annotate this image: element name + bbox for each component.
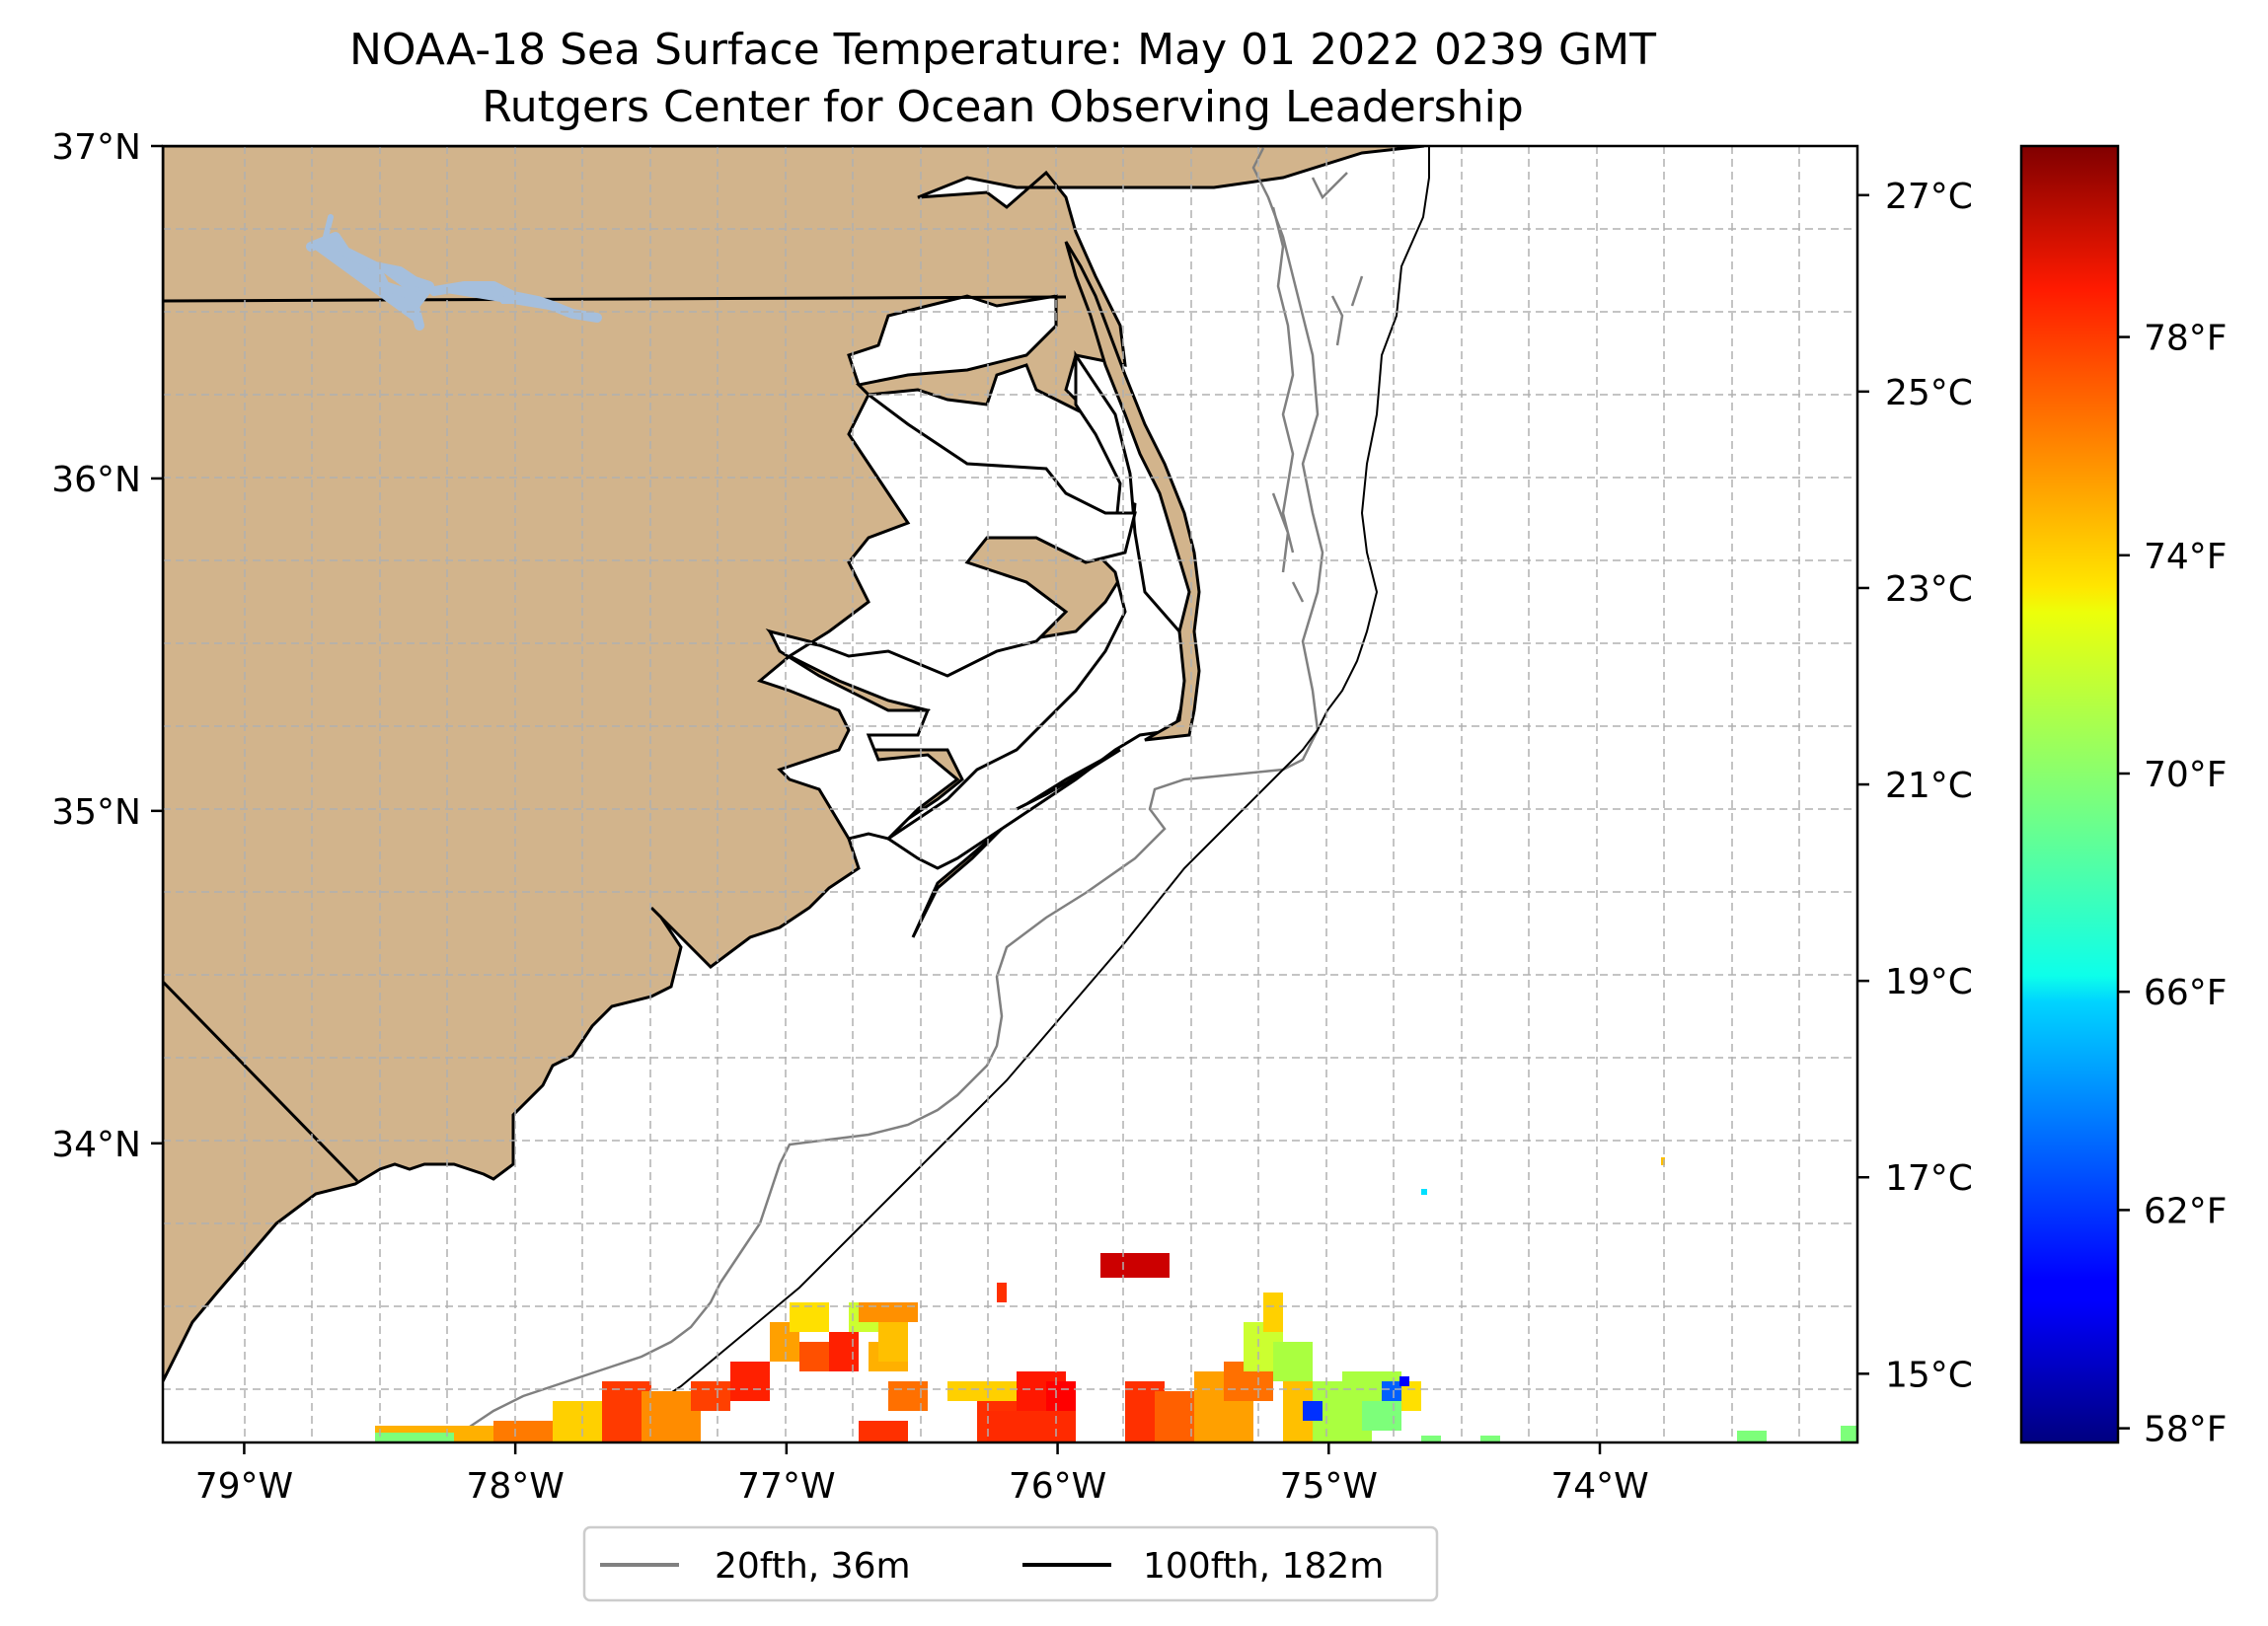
map-title-line1: NOAA-18 Sea Surface Temperature: May 01 … <box>349 25 1656 75</box>
celsius-tick-label: 25°C <box>1885 373 1973 413</box>
lat-tick-label: 34°N <box>51 1125 141 1165</box>
lat-tick-label: 37°N <box>51 127 141 168</box>
isobath-20fth <box>443 147 1324 1442</box>
colorbar-fahrenheit-axis: 78°F 74°F 70°F 66°F 62°F 58°F <box>2118 319 2228 1450</box>
isobath-20fth-shoals <box>1271 172 1364 603</box>
sst-data-pixels <box>375 1157 1857 1442</box>
colorbar-celsius-axis: 27°C 25°C 23°C 21°C 19°C 17°C 15°C <box>1857 177 1973 1395</box>
lat-tick-label: 36°N <box>51 460 141 500</box>
celsius-tick-label: 23°C <box>1885 569 1973 610</box>
lon-tick-label: 78°W <box>466 1466 564 1507</box>
map-area <box>163 146 1857 1442</box>
graticule <box>163 146 1857 1442</box>
legend: 20fth, 36m 100fth, 182m <box>582 1525 1439 1602</box>
legend-box <box>582 1525 1439 1602</box>
lon-tick-label: 77°W <box>737 1466 835 1507</box>
fahrenheit-tick-label: 74°F <box>2144 537 2228 577</box>
legend-label-20fth: 20fth, 36m <box>715 1546 911 1587</box>
lat-tick-label: 35°N <box>51 792 141 833</box>
map-frame <box>161 144 1859 1444</box>
fahrenheit-tick-label: 66°F <box>2144 973 2228 1013</box>
celsius-tick-label: 19°C <box>1885 962 1973 1002</box>
fahrenheit-tick-label: 62°F <box>2144 1191 2228 1231</box>
colorbar-gradient <box>2019 144 2120 1444</box>
celsius-tick-label: 27°C <box>1885 177 1973 217</box>
lake-gaston-north <box>323 214 526 304</box>
colorbar: 27°C 25°C 23°C 21°C 19°C 17°C 15°C 78°F 74°F 70°… <box>1857 144 2228 1450</box>
lon-tick-label: 75°W <box>1280 1466 1378 1507</box>
lon-tick-label: 76°W <box>1009 1466 1106 1507</box>
nc-sc-border <box>163 980 359 1183</box>
latitude-axis: 37°N 36°N 35°N 34°N <box>51 127 163 1165</box>
celsius-tick-label: 21°C <box>1885 766 1973 806</box>
fahrenheit-tick-label: 78°F <box>2144 319 2228 359</box>
fahrenheit-tick-label: 58°F <box>2144 1410 2228 1450</box>
lake-gaston <box>306 232 602 331</box>
legend-label-100fth: 100fth, 182m <box>1143 1546 1384 1587</box>
map-title-line2: Rutgers Center for Ocean Observing Leade… <box>482 82 1524 132</box>
longitude-axis: 79°W 78°W 77°W 76°W 75°W 74°W <box>195 1442 1649 1507</box>
va-nc-border <box>163 295 1067 303</box>
outer-banks <box>1064 241 1201 742</box>
lon-tick-label: 79°W <box>195 1466 293 1507</box>
lon-tick-label: 74°W <box>1550 1466 1648 1507</box>
fahrenheit-tick-label: 70°F <box>2144 755 2228 795</box>
celsius-tick-label: 15°C <box>1885 1355 1973 1395</box>
celsius-tick-label: 17°C <box>1885 1158 1973 1199</box>
isobath-100fth <box>601 146 1430 1442</box>
